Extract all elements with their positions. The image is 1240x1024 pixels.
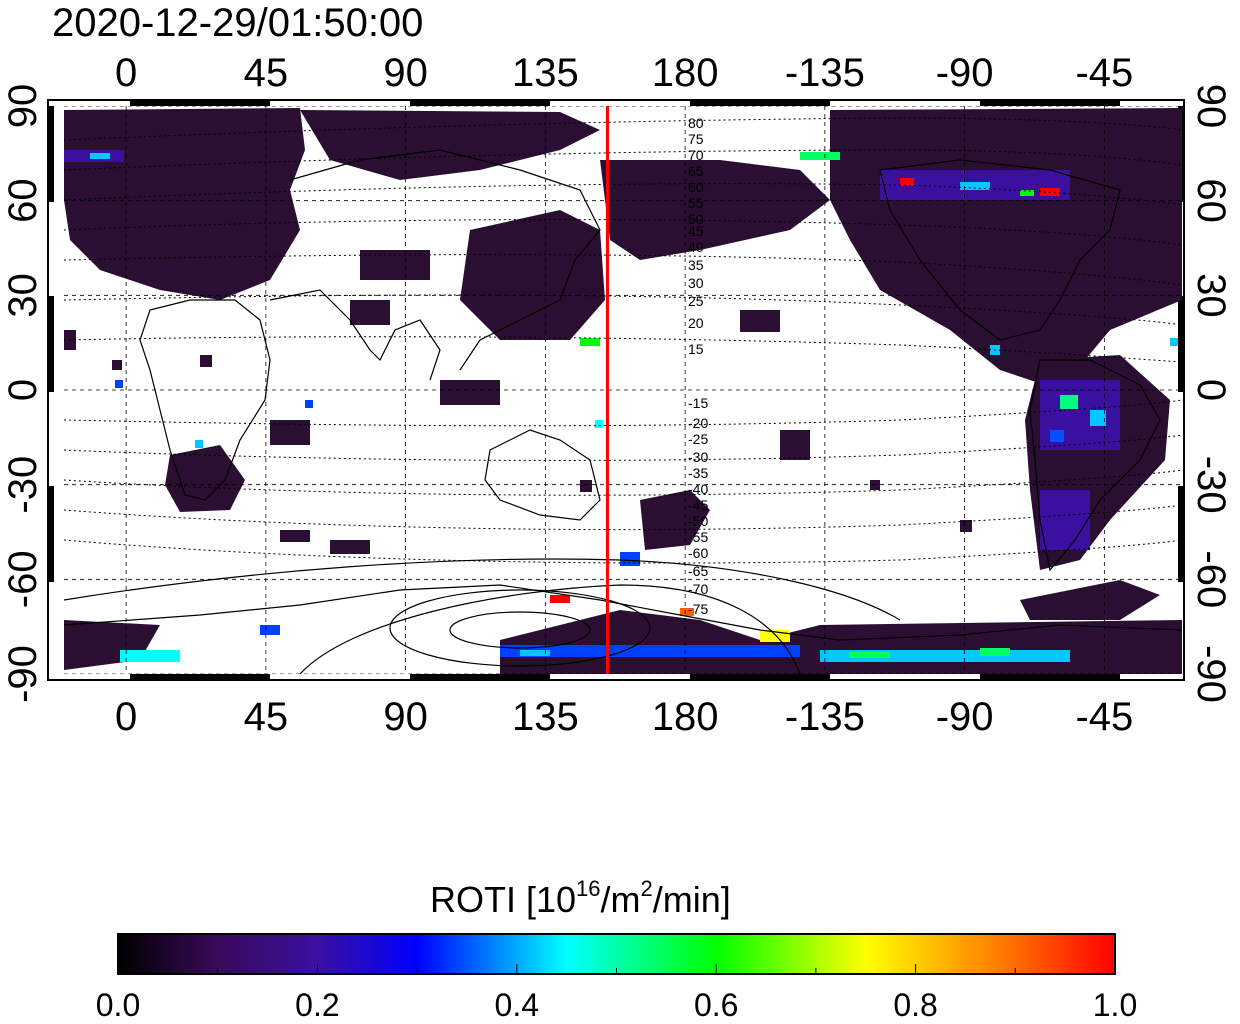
colorbar-tick-label: 0.0 [96,987,140,1023]
colorbar-tick-label: 0.4 [495,987,539,1023]
right-latitude-labels: 90 60 30 0 -30 -60 -90 [1189,84,1233,703]
top-lon-label: 135 [512,51,579,95]
coverage-siberia-pacific [600,160,830,260]
colorbar-tick-label: 0.6 [694,987,738,1023]
right-lat-label: -60 [1189,550,1233,608]
coastline-north-america [879,159,1121,341]
top-lon-label: -135 [785,51,865,95]
colorbar-label-end: /min] [653,879,731,920]
right-lat-label: -90 [1189,645,1233,703]
colorbar-label-main: ROTI [10 [430,879,576,920]
contour-label: 20 [688,315,704,331]
contour-label: 30 [688,275,704,291]
contour-label: 50 [688,211,704,227]
top-lon-label: 90 [383,51,428,95]
bottom-lon-label: 90 [383,695,428,739]
coverage-europe [64,108,305,300]
top-lon-label: 0 [115,51,137,95]
colorbar-tick-label: 1.0 [1093,987,1137,1023]
coverage-drake [1020,580,1160,620]
left-lat-label: -60 [1,550,45,608]
frame-scale-bars [48,100,1184,680]
colorbar-ticks [117,964,1116,974]
bottom-lon-label: -45 [1075,695,1133,739]
coastline-africa [139,299,271,501]
coastline-south-america [1029,359,1161,572]
top-lon-label: 45 [244,51,289,95]
contour-label: -15 [688,395,708,411]
colorbar-tick-label: 0.2 [295,987,339,1023]
colorbar-tick-label: 0.8 [893,987,937,1023]
contour-label: -60 [688,545,708,561]
left-lat-label: 60 [1,178,45,223]
colorbar-label: ROTI [1016/m2/min] [430,876,731,920]
contour-label: 75 [688,131,704,147]
bottom-lon-label: 180 [652,695,719,739]
contour-label: -30 [688,449,708,465]
bottom-lon-label: -135 [785,695,865,739]
magnetic-contours [64,117,1182,564]
top-lon-label: -45 [1075,51,1133,95]
coverage-east-asia [460,210,605,340]
contour-label: 35 [688,257,704,273]
left-lat-label: 30 [1,273,45,318]
map-title: 2020-12-29/01:50:00 [52,1,423,45]
right-lat-label: -30 [1189,456,1233,514]
left-lat-label: 0 [1,379,45,401]
contour-label: -25 [688,431,708,447]
right-lat-label: 60 [1189,178,1233,223]
contour-label: 80 [688,115,704,131]
contour-label: 40 [688,239,704,255]
left-lat-label: -90 [1,645,45,703]
bottom-lon-label: -90 [936,695,994,739]
contour-label: -20 [688,415,708,431]
top-lon-label: -90 [936,51,994,95]
colorbar-tick-labels: 0.0 0.2 0.4 0.6 0.8 1.0 [96,987,1137,1023]
colorbar-gradient [117,933,1116,975]
bottom-lon-label: 135 [512,695,579,739]
colorbar-label-sup2: 2 [641,876,653,901]
right-lat-label: 30 [1189,273,1233,318]
top-lon-label: 180 [652,51,719,95]
right-lat-label: 0 [1189,379,1233,401]
contour-label: 55 [688,195,704,211]
contour-label: 70 [688,147,704,163]
colorbar-label-sup1: 16 [576,876,600,901]
contour-label: -70 [688,581,708,597]
contour-label: 65 [688,163,704,179]
contour-label: -40 [688,481,708,497]
contour-label: -35 [688,465,708,481]
contour-label: 15 [688,341,704,357]
top-longitude-labels: 0 45 90 135 180 -135 -90 -45 [115,51,1133,95]
right-lat-label: 90 [1189,84,1233,129]
roti-high-activity [64,150,1178,662]
contour-label: -50 [688,513,708,529]
contour-label: -55 [688,529,708,545]
coverage-arctic-asia [300,110,600,180]
coastline-asia [289,149,601,371]
contour-label: 45 [688,223,704,239]
coastlines [64,149,1182,641]
bottom-longitude-labels: 0 45 90 135 180 -135 -90 -45 [115,695,1133,739]
contour-label: -45 [688,497,708,513]
contour-labels: 80 75 70 65 60 55 50 45 40 35 30 25 20 1… [688,115,708,617]
colorbar-label-mid: /m [601,879,641,920]
graticule [64,106,1182,674]
contour-label: 60 [688,179,704,195]
left-lat-label: -30 [1,456,45,514]
coverage-new-zealand [640,490,710,550]
coastline-antarctica [64,584,1182,641]
bottom-lon-label: 0 [115,695,137,739]
contour-label: -75 [688,601,708,617]
contour-label: 25 [688,293,704,309]
bottom-lon-label: 45 [244,695,289,739]
left-lat-label: 90 [1,84,45,129]
contour-label: -65 [688,563,708,579]
coastline-arabia-india [269,289,441,381]
left-latitude-labels: 90 60 30 0 -30 -60 -90 [1,84,45,703]
